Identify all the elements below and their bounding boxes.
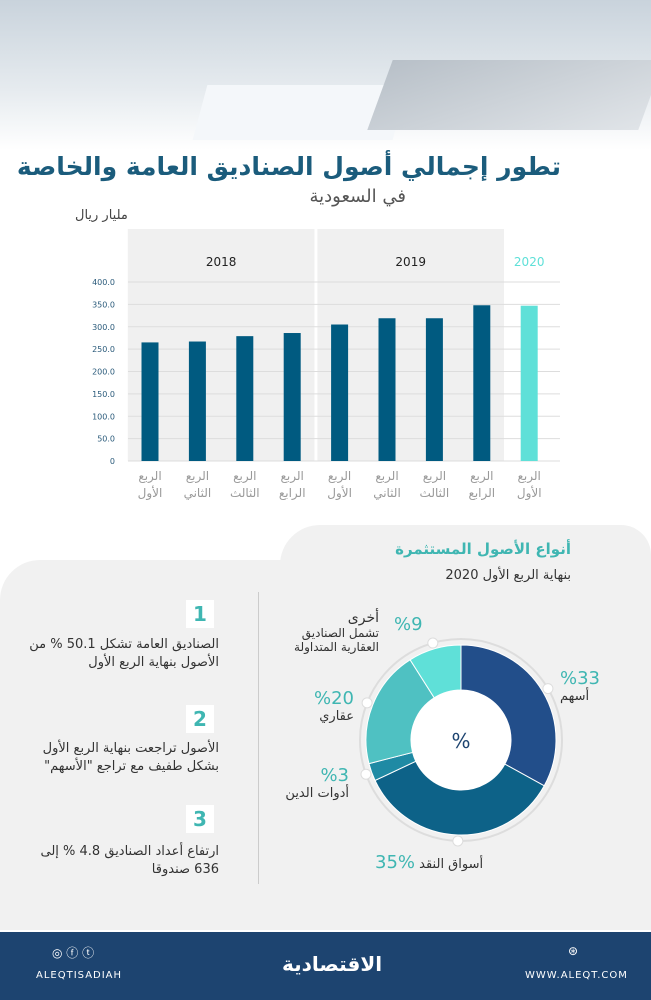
bar bbox=[378, 318, 396, 461]
bar bbox=[188, 341, 206, 461]
pie-title: أنواع الأصول المستثمرة bbox=[395, 540, 571, 558]
x-tick-label: الربع bbox=[423, 469, 446, 484]
x-tick-label: الثاني bbox=[373, 486, 401, 500]
y-axis-unit: مليار ريال bbox=[75, 208, 128, 223]
bar bbox=[331, 324, 349, 461]
bar bbox=[141, 342, 159, 461]
x-tick-label: الثالث bbox=[230, 486, 260, 500]
year-label: 2019 bbox=[395, 255, 426, 269]
footer: ◎ ⓕ ⓣ ALEQTISADIAH الاقتصادية ⊛ WWW.ALEQ… bbox=[0, 932, 651, 1000]
bar bbox=[425, 318, 443, 461]
year-band bbox=[127, 229, 315, 461]
x-tick-label: الربع bbox=[470, 469, 493, 484]
header-photo bbox=[0, 0, 651, 150]
x-tick-label: الربع bbox=[186, 469, 209, 484]
x-tick-label: الرابع bbox=[279, 486, 306, 501]
social-handle: ALEQTISADIAH bbox=[36, 970, 123, 981]
note-text: الصناديق العامة تشكل 50.1 % من الأصول بن… bbox=[29, 637, 219, 670]
bar bbox=[283, 333, 301, 461]
y-tick-label: 300.0 bbox=[92, 323, 115, 332]
x-tick-label: الربع bbox=[138, 469, 161, 484]
website-link[interactable]: WWW.ALEQT.COM bbox=[525, 970, 628, 981]
note-text: ارتفاع أعداد الصناديق 4.8 % إلى 636 صندو… bbox=[40, 844, 220, 877]
bar-chart: 2018 2019 2020 0 50.0 100.0 150.0 200.0 250.0 300… bbox=[92, 229, 560, 501]
slice-label-debt: %3 أدوات الدين bbox=[285, 765, 349, 801]
pie-subtitle: بنهاية الربع الأول 2020 bbox=[445, 568, 571, 583]
slice-pct-other: %9 bbox=[394, 614, 423, 635]
x-tick-label: الأول bbox=[138, 485, 163, 501]
y-tick-label: 150.0 bbox=[92, 390, 115, 399]
note-number: 2 bbox=[186, 705, 214, 733]
y-tick-label: 100.0 bbox=[92, 412, 115, 421]
globe-icon: ⊛ bbox=[568, 944, 579, 958]
y-tick-label: 50.0 bbox=[97, 435, 115, 444]
divider bbox=[258, 592, 259, 884]
y-tick-label: 350.0 bbox=[92, 300, 115, 309]
x-tick-label: الربع bbox=[375, 469, 398, 484]
note-text: الأصول تراجعت بنهاية الربع الأول بشكل طف… bbox=[42, 741, 219, 774]
logo: الاقتصادية bbox=[282, 952, 383, 976]
x-tick-label: الربع bbox=[328, 469, 351, 484]
x-tick-label: الربع bbox=[518, 469, 541, 484]
y-tick-label: 200.0 bbox=[92, 368, 115, 377]
bar bbox=[236, 336, 254, 461]
social-icons[interactable]: ◎ ⓕ ⓣ bbox=[52, 946, 95, 960]
chart-title: تطور إجمالي أصول الصناديق العامة والخاصة bbox=[16, 152, 561, 181]
x-tick-label: الأول bbox=[517, 485, 542, 501]
x-tick-label: الربع bbox=[233, 469, 256, 484]
x-tick-label: الثالث bbox=[420, 486, 450, 500]
note-number: 3 bbox=[186, 805, 214, 833]
y-tick-label: 0 bbox=[110, 457, 115, 466]
year-label: 2020 bbox=[514, 255, 545, 269]
y-tick-label: 250.0 bbox=[92, 345, 115, 354]
year-band bbox=[317, 229, 505, 461]
note-number: 1 bbox=[186, 600, 214, 628]
year-label: 2018 bbox=[206, 255, 237, 269]
x-tick-label: الثاني bbox=[184, 486, 212, 500]
x-tick-label: الربع bbox=[281, 469, 304, 484]
bar bbox=[520, 305, 538, 461]
x-tick-label: الأول bbox=[327, 485, 352, 501]
bar bbox=[473, 305, 491, 461]
slice-label-real-estate: %20 عقاري bbox=[313, 688, 354, 724]
slice-label-stocks: %33 أسهم bbox=[560, 668, 601, 704]
y-tick-label: 400.0 bbox=[92, 278, 115, 287]
x-tick-label: الرابع bbox=[468, 486, 495, 501]
chart-subtitle: في السعودية bbox=[309, 186, 406, 207]
slice-label-other: أخرى تشمل الصناديق العقارية المتداولة bbox=[294, 610, 379, 654]
slice-label-money-markets: أسواق النقد %35 bbox=[375, 852, 484, 873]
